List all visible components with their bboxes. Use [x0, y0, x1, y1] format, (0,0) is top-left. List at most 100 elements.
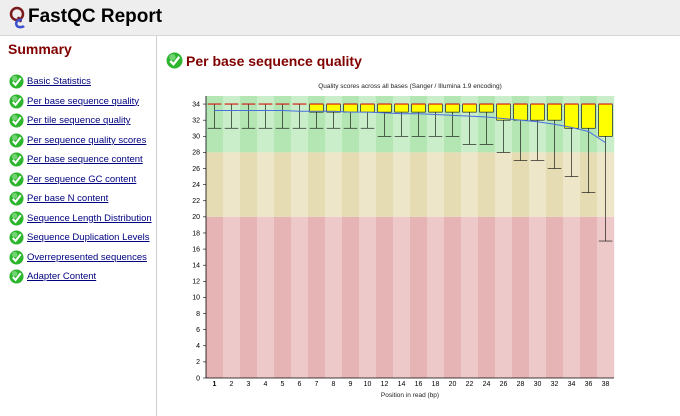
nav-link[interactable]: Per base sequence content: [27, 154, 143, 166]
nav-item-per-sequence-quality-scores[interactable]: Per sequence quality scores: [9, 131, 152, 151]
y-tick-label: 32: [192, 117, 200, 124]
x-tick-label: 9: [349, 381, 353, 388]
module-list: Basic Statistics Per base sequence quali…: [9, 72, 152, 287]
x-tick-label: 10: [364, 381, 372, 388]
zone-ok-stripe: [206, 152, 224, 217]
nav-link[interactable]: Adapter Content: [27, 271, 97, 283]
y-tick-label: 24: [192, 182, 200, 189]
nav-link[interactable]: Sequence Duplication Levels: [27, 232, 150, 244]
nav-item-per-base-sequence-quality[interactable]: Per base sequence quality: [9, 92, 152, 112]
pass-check-icon: [9, 172, 24, 187]
nav-link[interactable]: Per tile sequence quality: [27, 115, 131, 127]
zone-ok-stripe: [257, 152, 275, 217]
zone-ok-stripe: [444, 152, 462, 217]
nav-link[interactable]: Basic Statistics: [27, 76, 91, 88]
zone-ok-stripe: [240, 152, 258, 217]
section-title: Per base sequence quality: [186, 52, 362, 69]
zone-bad-stripe: [376, 216, 394, 378]
y-tick-label: 14: [192, 263, 200, 270]
mean-quality-line: [214, 110, 606, 144]
quality-box: [479, 103, 494, 113]
zone-ok-stripe: [427, 152, 445, 217]
quality-box: [547, 103, 562, 121]
nav-item-sequence-duplication-levels[interactable]: Sequence Duplication Levels: [9, 228, 152, 248]
x-tick-label: 16: [415, 381, 423, 388]
quality-box: [343, 103, 358, 113]
quality-box: [428, 103, 443, 113]
zone-bad-stripe: [359, 216, 377, 378]
y-tick-label: 16: [192, 246, 200, 253]
pass-check-icon: [9, 250, 24, 265]
y-tick-label: 10: [192, 295, 200, 302]
x-tick-label: 14: [398, 381, 406, 388]
x-tick-label: 36: [585, 381, 593, 388]
x-tick-label: 7: [315, 381, 319, 388]
x-axis-label: Position in read (bp): [381, 392, 439, 399]
pass-check-icon: [9, 94, 24, 109]
nav-link[interactable]: Per sequence GC content: [27, 173, 137, 185]
pass-check-icon: [9, 269, 24, 284]
zone-ok-stripe: [274, 152, 292, 217]
zone-ok-stripe: [393, 152, 411, 217]
zone-ok-stripe: [308, 152, 326, 217]
section-header: Per base sequence quality: [166, 52, 362, 69]
x-tick-label: 1: [213, 381, 217, 388]
x-tick-label: 22: [466, 381, 474, 388]
nav-item-per-base-n-content[interactable]: Per base N content: [9, 189, 152, 209]
pass-check-icon: [9, 152, 24, 167]
main-content: Per base sequence quality Quality scores…: [157, 36, 680, 416]
zone-bad-stripe: [308, 216, 326, 378]
summary-sidebar: Summary Basic Statistics Per base sequen…: [0, 36, 157, 416]
x-tick-label: 30: [534, 381, 542, 388]
nav-link[interactable]: Per base N content: [27, 193, 109, 205]
nav-link[interactable]: Per base sequence quality: [27, 95, 139, 107]
zone-bad-stripe: [291, 216, 309, 378]
zone-bad-stripe: [563, 216, 581, 378]
nav-item-per-sequence-gc-content[interactable]: Per sequence GC content: [9, 170, 152, 190]
pass-check-icon: [9, 133, 24, 148]
x-tick-label: 32: [551, 381, 559, 388]
nav-item-per-base-sequence-content[interactable]: Per base sequence content: [9, 150, 152, 170]
zone-bad-stripe: [257, 216, 275, 378]
x-tick-label: 38: [602, 381, 610, 388]
zone-bad-stripe: [512, 216, 530, 378]
x-tick-label: 26: [500, 381, 508, 388]
nav-link[interactable]: Per sequence quality scores: [27, 134, 147, 146]
nav-link[interactable]: Sequence Length Distribution: [27, 212, 152, 224]
summary-title: Summary: [8, 41, 72, 57]
quality-box: [411, 103, 426, 113]
zone-ok-stripe: [325, 152, 343, 217]
zone-ok-stripe: [223, 152, 241, 217]
zone-ok-stripe: [529, 152, 547, 217]
y-tick-label: 0: [196, 375, 200, 382]
quality-box: [462, 103, 477, 113]
zone-bad-stripe: [410, 216, 428, 378]
x-tick-label: 28: [517, 381, 525, 388]
x-tick-label: 2: [230, 381, 234, 388]
pass-check-icon: [9, 191, 24, 206]
quality-box: [377, 103, 392, 113]
zone-bad-stripe: [461, 216, 479, 378]
nav-link[interactable]: Overrepresented sequences: [27, 251, 147, 263]
nav-item-per-tile-sequence-quality[interactable]: Per tile sequence quality: [9, 111, 152, 131]
x-tick-label: 6: [298, 381, 302, 388]
zone-bad-stripe: [342, 216, 360, 378]
fastqc-logo-icon: [9, 6, 25, 29]
y-tick-label: 26: [192, 166, 200, 173]
nav-item-adapter-content[interactable]: Adapter Content: [9, 267, 152, 287]
x-tick-label: 34: [568, 381, 576, 388]
y-tick-label: 30: [192, 134, 200, 141]
nav-item-basic-statistics[interactable]: Basic Statistics: [9, 72, 152, 92]
zone-ok-stripe: [512, 152, 530, 217]
nav-item-overrepresented-sequences[interactable]: Overrepresented sequences: [9, 248, 152, 268]
quality-box: [445, 103, 460, 113]
zone-ok-stripe: [376, 152, 394, 217]
quality-box: [564, 103, 579, 129]
y-tick-label: 6: [196, 327, 200, 334]
zone-ok-stripe: [495, 152, 513, 217]
pass-check-icon: [9, 113, 24, 128]
y-tick-label: 8: [196, 311, 200, 318]
quality-box: [581, 103, 596, 129]
y-tick-label: 2: [196, 359, 200, 366]
nav-item-sequence-length-distribution[interactable]: Sequence Length Distribution: [9, 209, 152, 229]
